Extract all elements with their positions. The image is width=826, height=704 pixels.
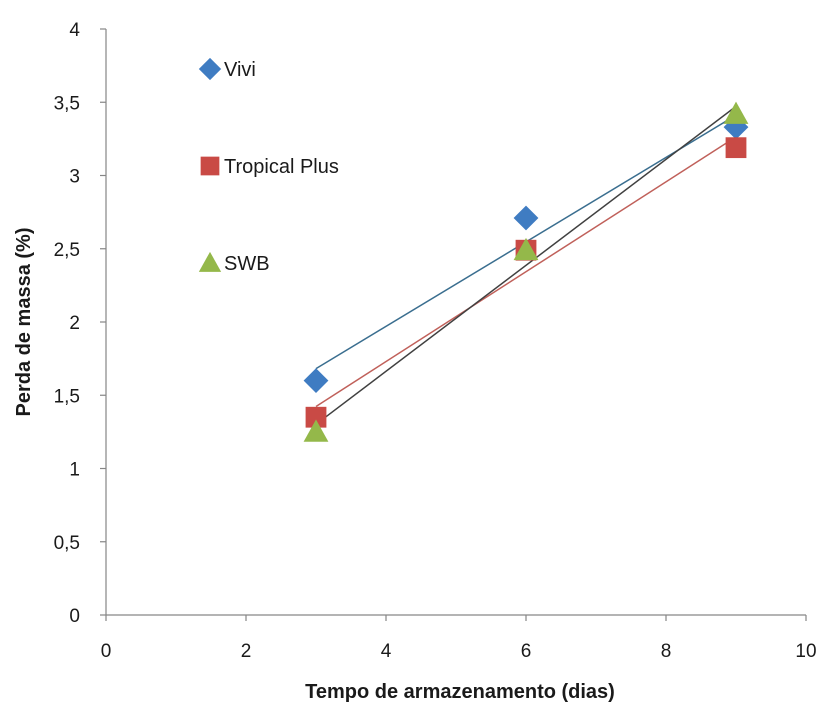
data-point-tropical-plus xyxy=(725,137,747,159)
y-tick-label: 3 xyxy=(69,167,80,188)
y-tick-label: 0,5 xyxy=(54,533,80,554)
x-tick-label: 10 xyxy=(795,641,816,662)
legend-label-tropical-plus: Tropical Plus xyxy=(224,156,339,178)
legend-marker-tropical-plus xyxy=(200,156,220,176)
trendline-tropical-plus xyxy=(315,136,737,408)
axes xyxy=(105,29,806,616)
legend-marker-vivi xyxy=(198,57,222,81)
data-point-vivi xyxy=(723,114,749,140)
legend-label-vivi: Vivi xyxy=(224,59,256,81)
data-point-vivi xyxy=(303,368,329,393)
legend: Vivi Tropical Plus SWB xyxy=(198,57,339,275)
trendlines xyxy=(315,105,737,425)
y-tick-label: 1 xyxy=(69,460,80,481)
y-tick-label: 0 xyxy=(69,606,80,627)
y-tick-label: 4 xyxy=(69,20,80,41)
data-point-swb xyxy=(723,101,749,124)
legend-marker-swb xyxy=(198,251,222,272)
x-axis-title: Tempo de armazenamento (dias) xyxy=(305,681,615,703)
y-tick-label: 2,5 xyxy=(54,240,80,261)
x-tick-label: 0 xyxy=(101,641,112,662)
y-tick-label: 2 xyxy=(69,313,80,334)
y-axis-ticks: 0 0,5 1 1,5 2 2,5 3 3,5 4 xyxy=(54,20,106,627)
data-point-tropical-plus xyxy=(305,406,327,428)
y-tick-label: 3,5 xyxy=(54,93,80,114)
trendline-swb xyxy=(315,105,737,425)
data-point-swb xyxy=(513,237,539,261)
x-tick-label: 8 xyxy=(661,641,672,662)
data-points xyxy=(303,101,749,442)
x-tick-label: 6 xyxy=(521,641,532,662)
x-axis-ticks: 0 2 4 6 8 10 xyxy=(101,615,817,662)
x-tick-label: 4 xyxy=(381,641,392,662)
legend-label-swb: SWB xyxy=(224,253,270,275)
y-axis-title: Perda de massa (%) xyxy=(13,228,35,417)
x-tick-label: 2 xyxy=(241,641,252,662)
y-tick-label: 1,5 xyxy=(54,386,80,407)
data-point-swb xyxy=(303,419,329,442)
data-point-vivi xyxy=(513,205,539,231)
